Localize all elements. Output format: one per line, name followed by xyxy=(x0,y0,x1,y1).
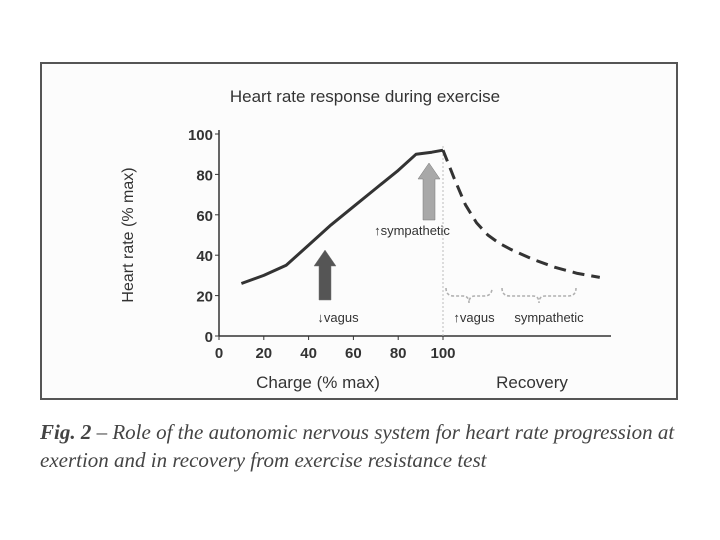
y-tick-label: 80 xyxy=(196,167,213,184)
x-tick-label: 40 xyxy=(300,345,317,362)
sympathetic-up-arrow xyxy=(417,162,441,221)
y-tick-label: 40 xyxy=(196,248,213,265)
figure-caption: Fig. 2 – Role of the autonomic nervous s… xyxy=(40,418,690,474)
vagus-up-label: ↑vagus xyxy=(453,310,495,325)
y-tick-label: 100 xyxy=(188,127,213,144)
y-axis-label: Heart rate (% max) xyxy=(120,167,137,302)
tick-labels: 0 20 40 60 80 100 0 20 40 60 80 100 xyxy=(188,127,456,362)
annotations: ↓vagus ↑sympathetic ↑vagus sympathetic xyxy=(313,162,584,325)
series-line-exercise xyxy=(240,148,444,285)
x-tick-label: 0 xyxy=(215,345,223,362)
heart-rate-chart: Heart rate response during exercise Hear… xyxy=(120,87,611,392)
caption-text: – Role of the autonomic nervous system f… xyxy=(40,420,675,472)
sympathetic-up-label: ↑sympathetic xyxy=(374,223,450,238)
y-tick-label: 0 xyxy=(205,329,213,346)
recovery-label: Recovery xyxy=(496,373,568,392)
sympathetic-recovery-label: sympathetic xyxy=(514,310,584,325)
x-tick-label: 20 xyxy=(255,345,272,362)
figure-frame xyxy=(40,62,678,400)
x-tick-label: 80 xyxy=(390,345,407,362)
axes xyxy=(215,130,611,340)
x-tick-label: 100 xyxy=(430,345,455,362)
vagus-down-label: ↓vagus xyxy=(317,310,359,325)
x-axis-label: Charge (% max) xyxy=(256,373,380,392)
x-tick-label: 60 xyxy=(345,345,362,362)
chart-title: Heart rate response during exercise xyxy=(230,87,500,106)
series-lines xyxy=(240,148,601,285)
vagus-brace xyxy=(445,287,493,304)
y-tick-label: 60 xyxy=(196,208,213,225)
y-tick-label: 20 xyxy=(196,289,213,306)
sympathetic-brace xyxy=(501,287,577,304)
series-line-recovery xyxy=(441,149,601,279)
vagus-down-arrow xyxy=(313,249,337,301)
caption-lead: Fig. 2 xyxy=(40,420,92,444)
